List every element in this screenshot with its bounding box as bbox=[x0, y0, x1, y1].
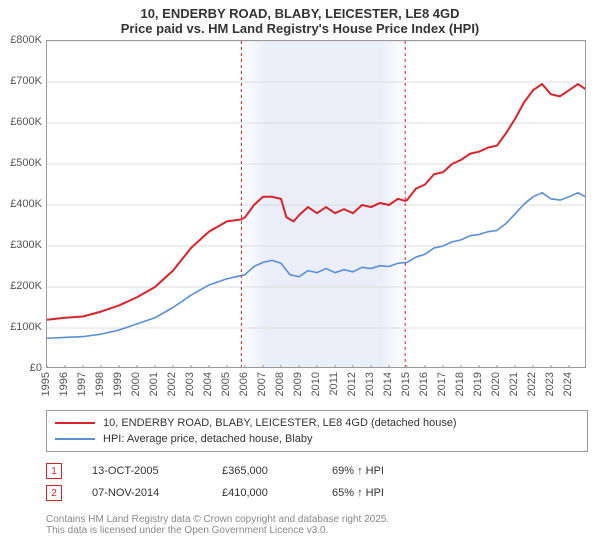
x-axis-label: 2014 bbox=[382, 372, 394, 396]
legend-row: 10, ENDERBY ROAD, BLABY, LEICESTER, LE8 … bbox=[55, 415, 579, 431]
x-axis-label: 2007 bbox=[256, 372, 268, 396]
legend-row: HPI: Average price, detached house, Blab… bbox=[55, 431, 579, 447]
page-title-sub: Price paid vs. HM Land Registry's House … bbox=[0, 21, 600, 36]
footer-line-2: This data is licensed under the Open Gov… bbox=[46, 525, 588, 536]
sale-date: 13-OCT-2005 bbox=[92, 465, 192, 477]
x-axis-label: 2003 bbox=[184, 372, 196, 396]
sale-date: 07-NOV-2014 bbox=[92, 487, 192, 499]
x-axis-label: 2001 bbox=[148, 372, 160, 396]
sale-badge: 2 bbox=[46, 485, 62, 501]
x-axis-label: 2000 bbox=[130, 372, 142, 396]
x-axis-label: 2013 bbox=[364, 372, 376, 396]
x-axis-label: 1998 bbox=[94, 372, 106, 396]
y-axis-label: £700K bbox=[10, 75, 42, 87]
x-axis-label: 2018 bbox=[454, 372, 466, 396]
legend: 10, ENDERBY ROAD, BLABY, LEICESTER, LE8 … bbox=[46, 410, 588, 452]
x-axis-label: 2015 bbox=[400, 372, 412, 396]
y-axis-label: £600K bbox=[10, 116, 42, 128]
footer-attribution: Contains HM Land Registry data © Crown c… bbox=[46, 514, 588, 536]
x-axis-label: 2008 bbox=[274, 372, 286, 396]
page-title-address: 10, ENDERBY ROAD, BLABY, LEICESTER, LE8 … bbox=[0, 6, 600, 21]
footer-line-1: Contains HM Land Registry data © Crown c… bbox=[46, 514, 588, 525]
sale-vs-hpi: 65% ↑ HPI bbox=[332, 487, 384, 499]
y-axis-label: £200K bbox=[10, 280, 42, 292]
x-axis-label: 1999 bbox=[112, 372, 124, 396]
x-axis-label: 2016 bbox=[418, 372, 430, 396]
x-axis-label: 2021 bbox=[508, 372, 520, 396]
sale-row: 1 13-OCT-2005 £365,000 69% ↑ HPI bbox=[46, 460, 588, 482]
legend-swatch bbox=[55, 422, 95, 424]
y-axis-label: £500K bbox=[10, 157, 42, 169]
sale-price: £365,000 bbox=[222, 465, 302, 477]
price-chart: £0£100K£200K£300K£400K£500K£600K£700K£80… bbox=[46, 40, 586, 368]
sale-badge: 1 bbox=[46, 463, 62, 479]
sale-price: £410,000 bbox=[222, 487, 302, 499]
x-axis-label: 2019 bbox=[472, 372, 484, 396]
sale-row: 2 07-NOV-2014 £410,000 65% ↑ HPI bbox=[46, 482, 588, 504]
y-axis-label: £300K bbox=[10, 239, 42, 251]
x-axis-label: 2010 bbox=[310, 372, 322, 396]
x-axis-label: 2023 bbox=[544, 372, 556, 396]
x-axis-label: 2017 bbox=[436, 372, 448, 396]
legend-label: HPI: Average price, detached house, Blab… bbox=[103, 433, 313, 445]
x-axis-label: 1997 bbox=[76, 372, 88, 396]
y-axis-label: £800K bbox=[10, 34, 42, 46]
x-axis-label: 2009 bbox=[292, 372, 304, 396]
x-axis-label: 2002 bbox=[166, 372, 178, 396]
x-axis-label: 2011 bbox=[328, 372, 340, 396]
x-axis-label: 2020 bbox=[490, 372, 502, 396]
y-axis-label: £400K bbox=[10, 198, 42, 210]
x-axis-label: 2012 bbox=[346, 372, 358, 396]
y-axis-label: £100K bbox=[10, 321, 42, 333]
x-axis-label: 1995 bbox=[40, 372, 52, 396]
x-axis-label: 2006 bbox=[238, 372, 250, 396]
x-axis-label: 2024 bbox=[562, 372, 574, 396]
sale-vs-hpi: 69% ↑ HPI bbox=[332, 465, 384, 477]
x-axis-label: 2005 bbox=[220, 372, 232, 396]
x-axis-label: 1996 bbox=[58, 372, 70, 396]
sale-markers-table: 1 13-OCT-2005 £365,000 69% ↑ HPI 2 07-NOV-201… bbox=[46, 460, 588, 504]
legend-label: 10, ENDERBY ROAD, BLABY, LEICESTER, LE8 … bbox=[103, 417, 457, 429]
x-axis-label: 2022 bbox=[526, 372, 538, 396]
legend-swatch bbox=[55, 438, 95, 440]
x-axis-label: 2004 bbox=[202, 372, 214, 396]
